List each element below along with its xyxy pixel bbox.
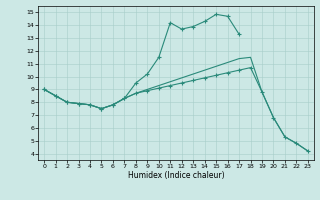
X-axis label: Humidex (Indice chaleur): Humidex (Indice chaleur) — [128, 171, 224, 180]
